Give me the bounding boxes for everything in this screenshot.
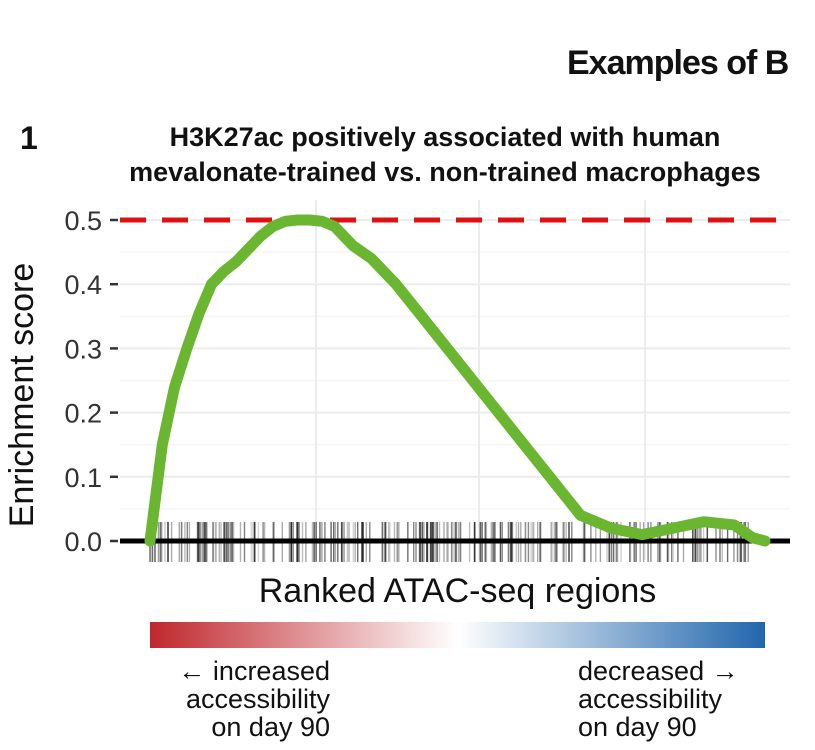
decreased-line-1: decreased → <box>578 656 739 686</box>
y-tick-label: 0.5 <box>64 206 102 236</box>
accessibility-color-bar <box>150 622 765 648</box>
y-tick-label: 0.3 <box>64 334 102 364</box>
y-tick-label: 0.4 <box>64 270 102 300</box>
increased-accessibility-label: ← increased accessibility on day 90 <box>150 657 330 741</box>
enrichment-score-line <box>144 214 771 547</box>
panel-number: 1 <box>20 120 38 156</box>
decreased-accessibility-label: decreased → accessibility on day 90 <box>578 657 798 741</box>
chart-title-line-1: H3K27ac positively associated with human <box>169 122 721 152</box>
y-tick-label: 0.2 <box>64 399 102 429</box>
figure-header: Examples of B <box>567 44 789 82</box>
decreased-line-2: accessibility <box>578 684 723 714</box>
increased-line-2: accessibility <box>185 684 330 714</box>
chart-title: H3K27ac positively associated with human… <box>70 120 815 190</box>
y-tick-label: 0.1 <box>64 463 102 493</box>
increased-line-1: ← increased <box>178 656 330 686</box>
y-tick-label: 0.0 <box>64 527 102 557</box>
increased-line-3: on day 90 <box>211 712 330 742</box>
chart-title-line-2: mevalonate-trained vs. non-trained macro… <box>129 157 761 187</box>
x-axis-label: Ranked ATAC-seq regions <box>258 572 657 610</box>
decreased-line-3: on day 90 <box>578 712 697 742</box>
